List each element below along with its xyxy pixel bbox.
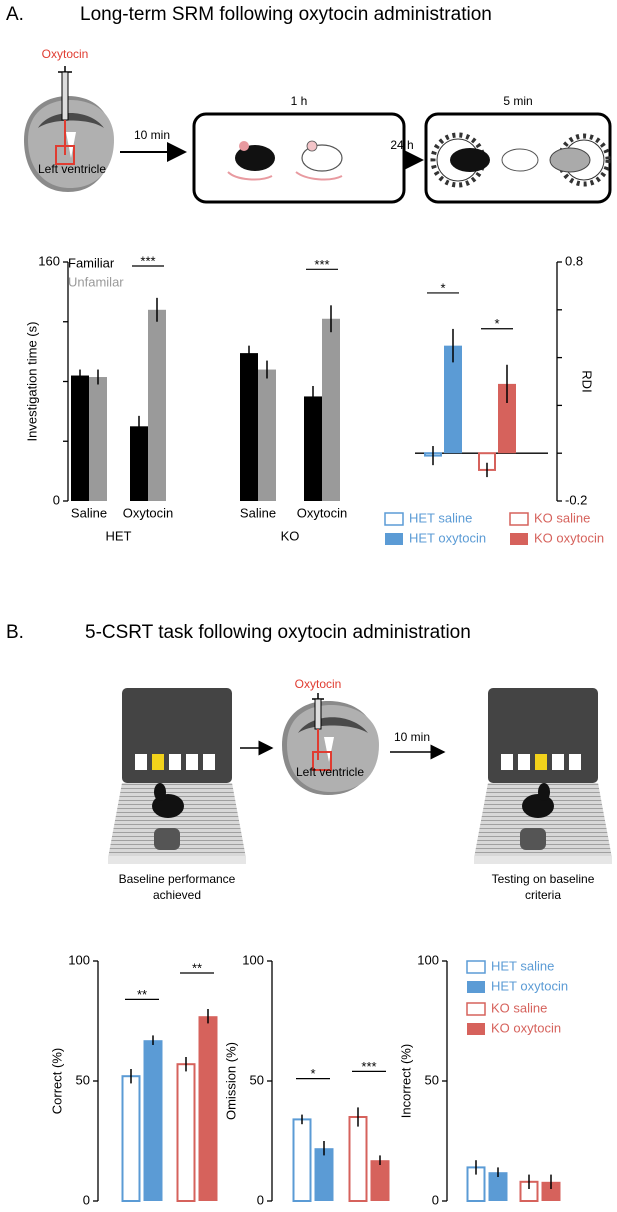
bar: [370, 1160, 390, 1201]
sig-label: ***: [361, 1059, 376, 1074]
y-axis-label: Investigation time (s): [24, 322, 39, 442]
bar: [258, 369, 276, 501]
legend-swatch: [509, 512, 529, 526]
panel-label: B.: [6, 622, 24, 643]
panel-title: 5-CSRT task following oxytocin administr…: [85, 622, 471, 643]
y-axis-label: RDI: [580, 370, 595, 392]
brain-diagram: [24, 66, 114, 192]
stage-label: Testing on baseline: [492, 872, 595, 886]
legend-swatch: [467, 981, 485, 993]
drug-label: Oxytocin: [42, 47, 89, 61]
stage-label: achieved: [153, 888, 201, 902]
legend-label: KO saline: [534, 510, 590, 525]
bar: [121, 1075, 141, 1202]
y-tick-label: 100: [242, 952, 264, 967]
y-tick-label: 50: [425, 1072, 439, 1087]
legend-label: Unfamilar: [68, 274, 124, 289]
bar: [322, 318, 340, 501]
bar: [143, 1040, 163, 1201]
bar: [444, 345, 462, 454]
bar: [304, 396, 322, 501]
x-tick-label: Saline: [240, 505, 276, 520]
y-tick-label: 50: [250, 1072, 264, 1087]
group-label: HET: [106, 528, 132, 543]
y-axis-label: Correct (%): [49, 1048, 64, 1114]
bar: [292, 1118, 312, 1203]
y-tick-label: 0: [53, 492, 60, 507]
operant-box: [108, 688, 246, 864]
site-label: Left ventricle: [38, 162, 106, 176]
bar: [240, 353, 258, 501]
y-tick-label: 160: [38, 253, 60, 268]
legend-label: Familiar: [68, 255, 115, 270]
sig-label: ***: [140, 253, 155, 268]
step-label: 10 min: [394, 730, 430, 744]
drug-label: Oxytocin: [295, 677, 342, 691]
legend-swatch: [466, 1002, 486, 1016]
bar: [498, 383, 516, 454]
bar: [348, 1116, 368, 1202]
site-label: Left ventricle: [296, 765, 364, 779]
y-tick-label: 0.8: [565, 253, 583, 268]
sig-label: *: [494, 316, 499, 331]
legend-swatch: [384, 512, 404, 526]
y-tick-label: 0: [257, 1192, 264, 1207]
legend-swatch: [467, 1023, 485, 1035]
legend-label: HET saline: [409, 510, 472, 525]
panel-label: A.: [6, 4, 24, 25]
group-label: KO: [281, 528, 300, 543]
y-tick-label: 100: [68, 952, 90, 967]
bar: [541, 1181, 561, 1201]
stage-label: criteria: [525, 888, 561, 902]
x-tick-label: Oxytocin: [297, 505, 348, 520]
mice: [227, 140, 343, 181]
panel-title: Long-term SRM following oxytocin adminis…: [80, 4, 492, 25]
y-tick-label: 0: [432, 1192, 439, 1207]
legend-label: HET oxytocin: [491, 978, 568, 993]
brain-diagram: [282, 693, 379, 795]
y-tick-label: 50: [76, 1072, 90, 1087]
bar: [89, 377, 107, 501]
legend-swatch: [385, 533, 403, 545]
sig-label: *: [440, 280, 445, 295]
stage-label: Baseline performance: [119, 872, 236, 886]
bar: [176, 1063, 196, 1202]
sig-label: **: [137, 987, 147, 1002]
x-tick-label: Oxytocin: [123, 505, 174, 520]
bar: [130, 426, 148, 501]
legend-label: KO oxytocin: [491, 1020, 561, 1035]
step-label: 10 min: [134, 128, 170, 142]
y-tick-label: -0.2: [565, 492, 587, 507]
operant-box: [474, 688, 612, 864]
x-tick-label: Saline: [71, 505, 107, 520]
y-tick-label: 0: [83, 1192, 90, 1207]
step-label: 24 h: [390, 138, 413, 152]
y-axis-label: Incorrect (%): [398, 1044, 413, 1118]
legend-label: KO oxytocin: [534, 530, 604, 545]
legend-swatch: [466, 960, 486, 974]
sig-label: **: [192, 960, 202, 975]
legend-label: HET saline: [491, 958, 554, 973]
legend-label: HET oxytocin: [409, 530, 486, 545]
sig-label: *: [310, 1066, 315, 1081]
bar: [71, 375, 89, 501]
bar: [148, 309, 166, 501]
legend-swatch: [510, 533, 528, 545]
duration-label: 5 min: [503, 94, 532, 108]
y-axis-label: Omission (%): [223, 1042, 238, 1120]
legend-label: KO saline: [491, 1000, 547, 1015]
bar: [314, 1148, 334, 1201]
y-tick-label: 100: [417, 952, 439, 967]
duration-label: 1 h: [291, 94, 308, 108]
bar: [488, 1172, 508, 1201]
cages: [430, 132, 611, 188]
sig-label: ***: [314, 257, 329, 272]
bar: [198, 1016, 218, 1201]
session-box: [192, 112, 406, 204]
